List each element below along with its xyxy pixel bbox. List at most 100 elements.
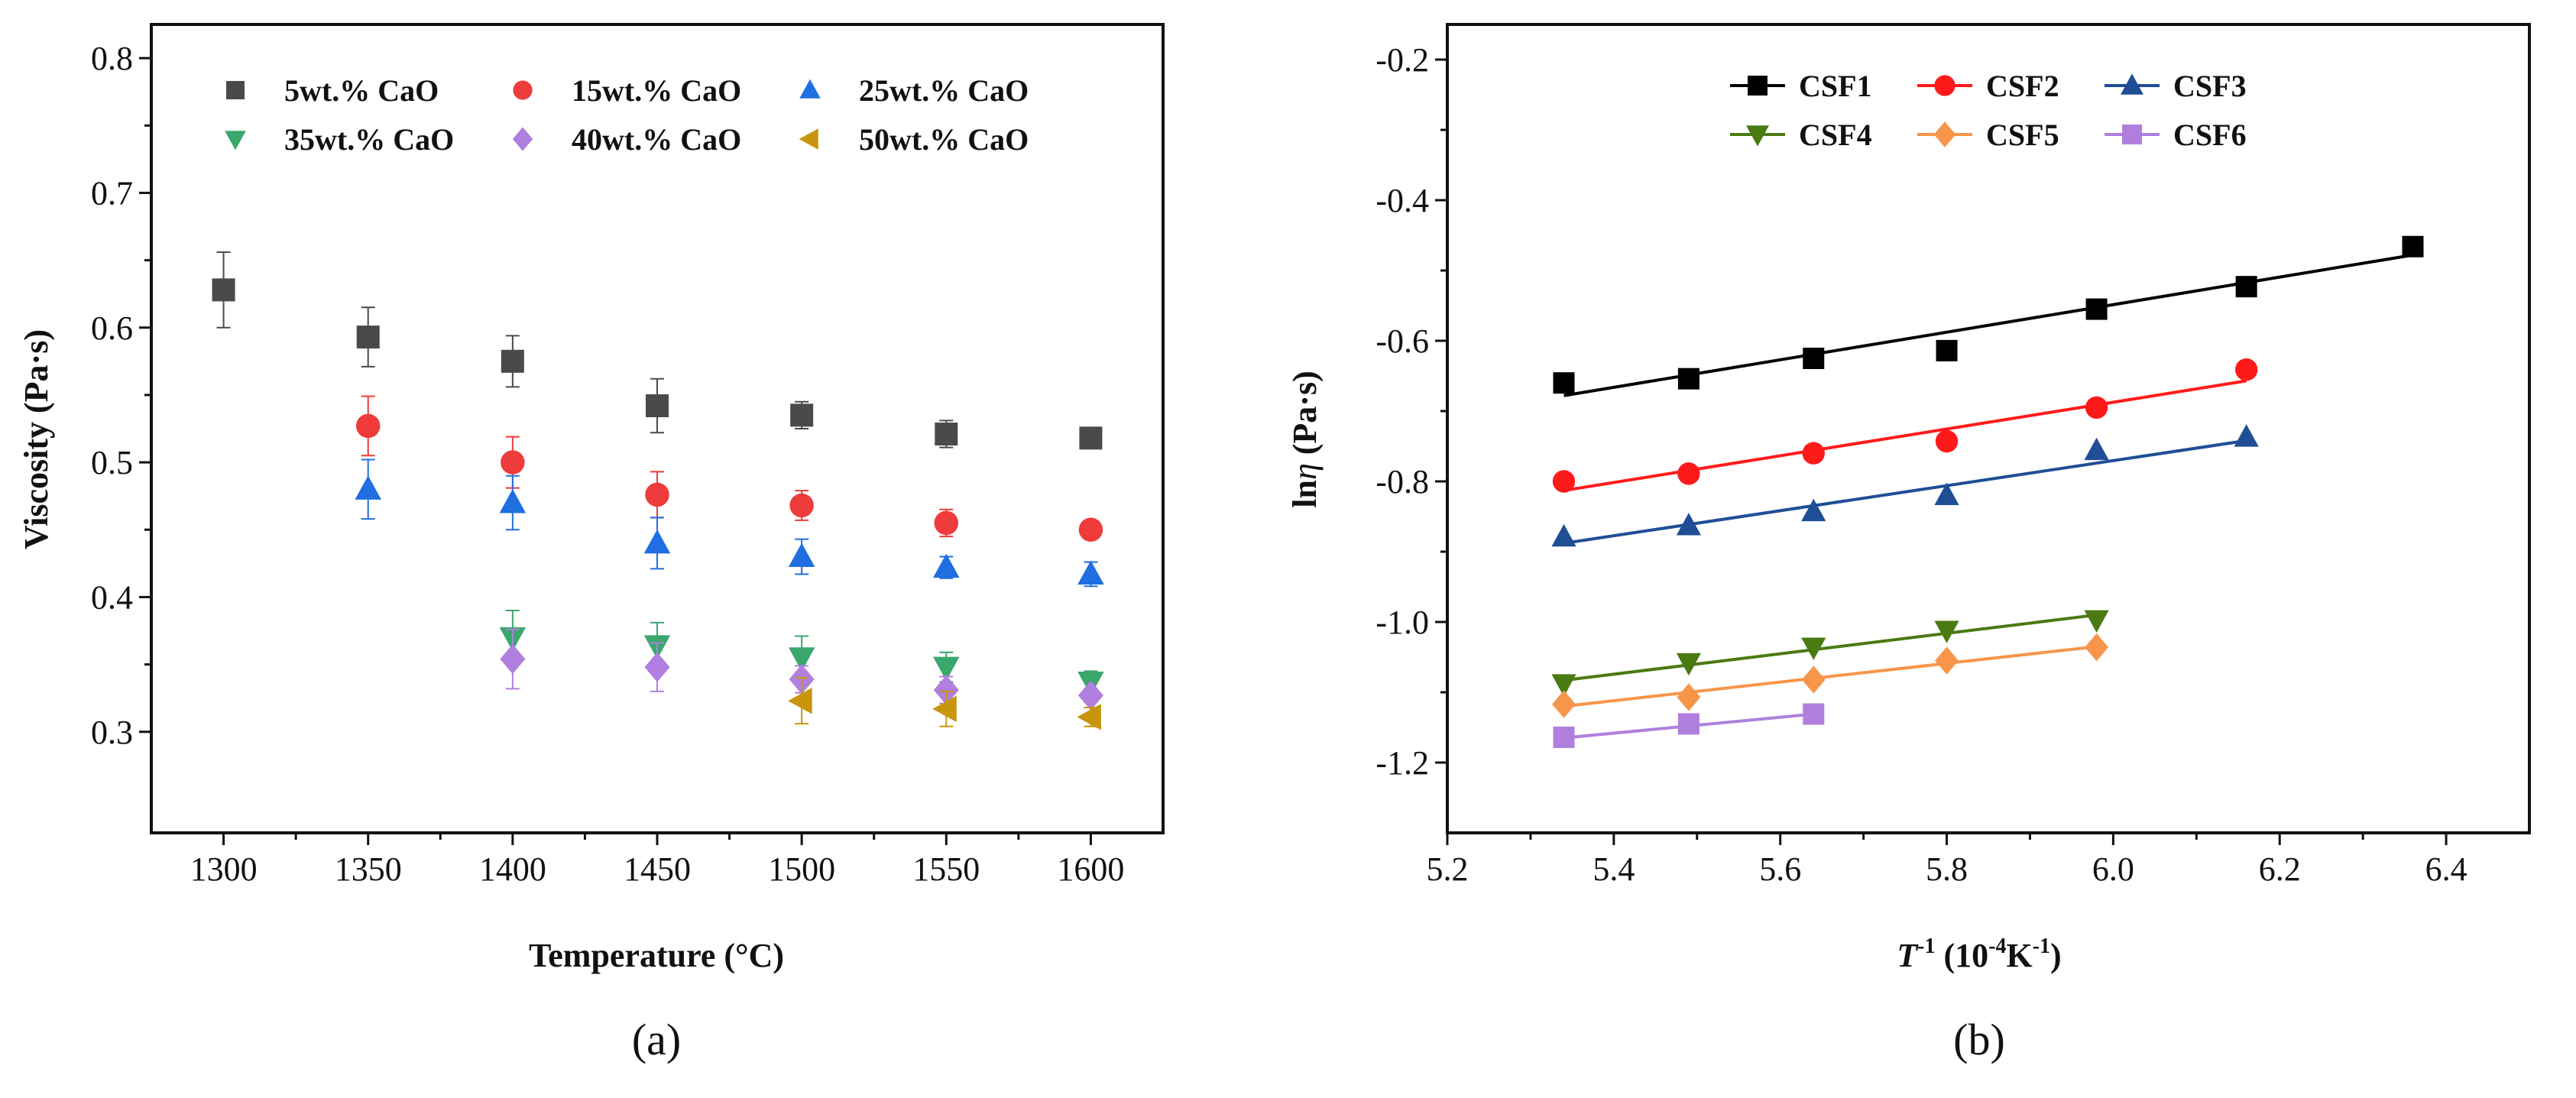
y-tick-label: -0.4 [1375,182,1429,219]
data-point [790,403,814,427]
data-point [789,493,814,518]
data-point [2084,437,2109,461]
chart-a: 1300 1350 1400 1450 1500 1550 1600 0.3 0.4 0.5 0.6… [91,23,1165,888]
data-point [356,326,380,349]
data-point [1803,348,1825,369]
x-tick-label: 1600 [1057,850,1124,888]
y-tick-label: -0.2 [1375,41,1429,79]
x-title-sup2: -4 [1988,934,2006,958]
fit-line [1563,645,2097,708]
series-15wt-cao: 15wt.% CaO [355,73,1103,542]
series-csf1: CSF1 [1553,69,2424,397]
y-tick-label: -1.2 [1375,744,1429,782]
y-tick-label: -1.0 [1375,604,1429,641]
chart-a-panel-label: (a) [632,1015,681,1064]
data-point [788,687,812,714]
legend-marker [799,79,821,99]
data-point [1078,517,1103,542]
y-tick-label: -0.6 [1375,322,1429,360]
data-point [1553,372,1575,394]
chart-b-x-title: T-1 (10-4K-1) [1897,934,2061,974]
data-point [355,475,381,500]
data-point [501,349,524,373]
data-point [1077,560,1104,585]
y-title-ln: ln [1286,480,1324,508]
data-point [935,423,958,446]
data-point [2085,396,2108,419]
data-point [644,652,670,682]
data-point [1677,462,1700,485]
legend-label: 35wt.% CaO [284,122,454,157]
x-title-t: T [1897,937,1919,974]
y-tick-label: -0.8 [1375,463,1429,500]
legend-label: 40wt.% CaO [572,122,741,157]
data-point [1552,690,1576,718]
data-point [1553,726,1575,748]
data-point [1676,513,1701,536]
data-point [645,482,669,507]
series-5wt-cao: 5wt.% CaO [212,73,1103,450]
data-point [1934,482,1959,505]
x-tick-label: 6.0 [2092,850,2134,888]
legend-label: CSF6 [2173,118,2247,152]
chart-b-panel-label: (b) [1953,1015,2005,1064]
data-point [500,644,526,675]
series-csf6: CSF6 [1553,118,2247,748]
data-point [1803,703,1825,725]
fit-line [1563,439,2247,545]
series-25wt-cao: 25wt.% CaO [355,73,1104,588]
data-point [1677,713,1700,735]
data-point [1552,470,1576,493]
data-point [934,510,959,536]
x-tick-label: 6.4 [2425,850,2467,888]
x-title-sup3: -1 [2033,934,2050,958]
legend-label: 15wt.% CaO [572,73,741,108]
chart-a-x-title: Temperature (°C) [529,937,784,974]
y-tick-label: 0.7 [91,174,133,212]
data-point [1801,637,1826,660]
chart-b-y-title: lnη (Pa·s) [1286,371,1324,508]
data-point [933,656,960,682]
x-title-rest: (10 [1936,937,1989,974]
data-point [1677,368,1700,390]
x-tick-label: 1500 [768,850,835,888]
data-point [2085,633,2108,662]
chart-a-y-title: Viscosity (Pa·s) [18,329,55,549]
legend-label: CSF5 [1986,118,2059,152]
data-point [933,675,959,705]
data-point [2084,610,2109,633]
data-point [1801,666,1826,694]
y-tick-label: 0.5 [91,444,133,481]
y-tick-label: 0.6 [91,309,133,347]
data-point [933,553,960,578]
legend-label: CSF4 [1799,118,1872,152]
x-tick-label: 1350 [335,850,402,888]
legend-marker [799,128,818,150]
x-tick-label: 1550 [912,850,980,888]
data-point [501,450,525,475]
legend-marker [1748,76,1768,96]
data-point [1077,680,1103,711]
x-tick-label: 5.6 [1759,850,1801,888]
data-point [355,413,381,439]
legend-marker [1746,125,1769,147]
data-point [646,394,669,418]
data-point [2234,424,2259,447]
data-point [1801,498,1826,522]
x-tick-label: 1400 [479,850,546,888]
series-50wt-cao: 50wt.% CaO [788,122,1101,730]
legend-marker [225,131,246,151]
data-point [1936,339,1958,361]
x-tick-label: 5.2 [1427,850,1469,888]
data-point [2402,235,2424,257]
data-point [2235,276,2257,298]
data-point [1677,683,1701,711]
data-point [1935,429,1959,453]
data-point [1935,646,1959,675]
data-point [788,543,815,568]
series-csf2: CSF2 [1552,69,2258,493]
y-tick-label: 0.4 [91,578,133,616]
legend-label: CSF3 [2173,69,2247,103]
data-point [1077,704,1101,730]
